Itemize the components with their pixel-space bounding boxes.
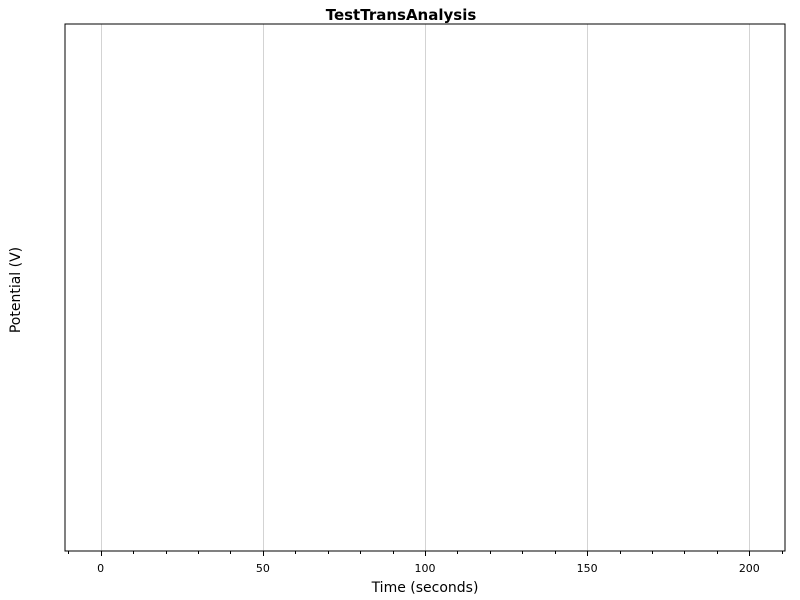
- x-tick-label-50: 50: [256, 562, 270, 575]
- grid-lines: [101, 24, 750, 551]
- x-axis-tick-labels: 0 50 100 150 200: [97, 562, 760, 575]
- x-tick-label-200: 200: [739, 562, 760, 575]
- x-tick-label-150: 150: [577, 562, 598, 575]
- x-tick-label-0: 0: [97, 562, 104, 575]
- x-axis-label: Time (seconds): [371, 580, 479, 596]
- x-tick-label-100: 100: [415, 562, 436, 575]
- x-axis-ticks: [68, 551, 783, 556]
- chart-title: TestTransAnalysis: [326, 6, 477, 24]
- y-axis-label: Potential (V): [8, 247, 24, 333]
